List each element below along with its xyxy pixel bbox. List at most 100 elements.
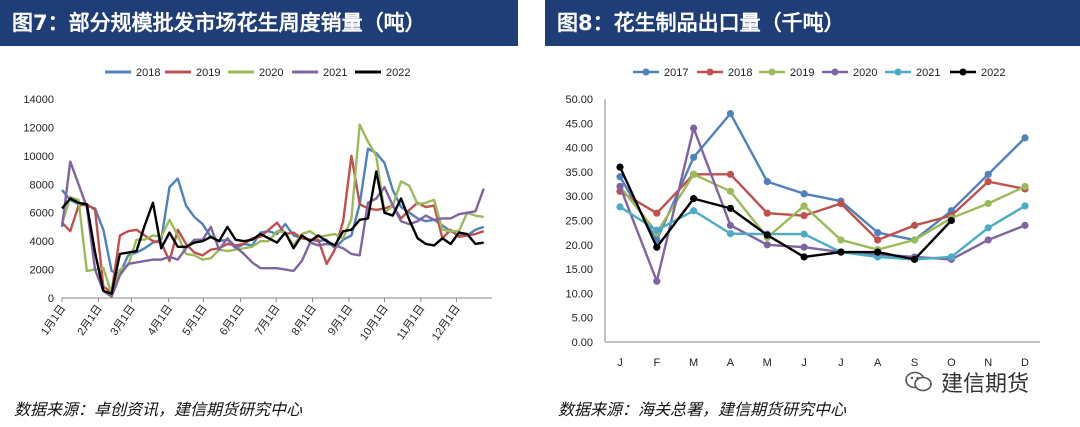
series-point-2021 <box>947 253 955 261</box>
y-tick-label: 20.00 <box>565 240 593 252</box>
series-point-2019 <box>837 236 845 244</box>
series-point-2020 <box>616 182 624 191</box>
series-point-2017 <box>616 173 624 181</box>
x-tick-label: J <box>838 357 844 369</box>
series-line-2020 <box>618 126 1026 283</box>
x-tick-label: D <box>1021 357 1029 369</box>
legend-label-2018: 2018 <box>728 67 752 79</box>
y-tick-label: 8000 <box>30 179 54 191</box>
legend-marker-2020 <box>831 68 839 76</box>
series-point-2022 <box>690 195 698 203</box>
legend-label-2022: 2022 <box>981 67 1005 79</box>
weekly-sales-chart: 2018 2019 2020 2021 2022 0 2000 4000 6000 8000 100… <box>23 67 492 343</box>
series-point-2022 <box>726 204 735 212</box>
series-line-2021 <box>619 204 1026 261</box>
legend-label-2022: 2022 <box>386 67 410 79</box>
right-chart-title: 图8：花生制品出口量（千吨） <box>545 0 1080 46</box>
y-tick-label: 15.00 <box>565 264 593 276</box>
x-tick-label: 3月1日 <box>108 303 137 338</box>
x-tick-label: 8月1日 <box>290 303 319 338</box>
legend-label-2021: 2021 <box>916 67 940 79</box>
series-point-2017 <box>690 153 698 161</box>
legend-marker-2021 <box>894 68 902 76</box>
series-point-2017 <box>984 170 992 178</box>
series-line-2022 <box>61 170 484 295</box>
y-tick-label: 25.00 <box>565 216 593 228</box>
x-tick-label: 4月1日 <box>146 303 175 338</box>
legend-label-2019: 2019 <box>790 67 814 79</box>
series-line-2019 <box>61 154 485 294</box>
legend-label-2021: 2021 <box>323 67 347 79</box>
x-tick-label: J <box>801 357 807 369</box>
series-point-2020 <box>653 277 661 285</box>
series-point-2019 <box>984 199 992 208</box>
x-tick-label: J <box>617 357 623 369</box>
y-tick-label: 45.00 <box>565 118 593 130</box>
series-point-2018 <box>726 170 735 178</box>
series-line-2017 <box>618 112 1026 242</box>
series-point-2020 <box>690 124 698 132</box>
y-tick-label: 14000 <box>23 94 54 106</box>
series-point-2021 <box>653 226 661 234</box>
series-line-2022 <box>618 166 953 261</box>
x-tick-label: 11月1日 <box>395 303 428 342</box>
series-point-2021 <box>800 230 808 238</box>
series-line-2018 <box>619 173 1026 242</box>
x-tick-label: 6月1日 <box>218 303 247 338</box>
x-tick-label: A <box>874 357 882 369</box>
series-point-2018 <box>763 209 771 217</box>
x-tick-label: 10月1日 <box>358 303 391 343</box>
series-point-2021 <box>984 224 992 232</box>
series-point-2022 <box>616 163 624 171</box>
series-point-2022 <box>653 243 661 251</box>
series-point-2018 <box>800 212 808 220</box>
x-tick-label: 12月1日 <box>430 303 463 343</box>
x-tick-label: 9月1日 <box>326 303 355 338</box>
series-point-2022 <box>947 216 955 225</box>
y-tick-label: 30.00 <box>565 191 593 203</box>
series-point-2020 <box>726 221 735 229</box>
legend-label-2020: 2020 <box>259 67 283 79</box>
x-tick-label: S <box>911 357 918 369</box>
series-point-2022 <box>837 248 845 256</box>
legend-label-2018: 2018 <box>136 67 160 79</box>
y-tick-label: 40.00 <box>565 143 593 155</box>
series-point-2019 <box>690 170 698 178</box>
series-point-2021 <box>1021 202 1029 210</box>
series-point-2019 <box>800 202 808 210</box>
watermark-text: 建信期货 <box>941 372 1030 397</box>
series-point-2018 <box>653 209 661 217</box>
legend-label-2020: 2020 <box>853 67 877 79</box>
legend-marker-2022 <box>959 68 967 76</box>
y-tick-label: 10.00 <box>565 288 593 300</box>
wechat-icon <box>905 371 932 392</box>
series-line-2021 <box>60 160 485 298</box>
series-point-2020 <box>984 236 992 244</box>
series-point-2017 <box>726 109 735 118</box>
x-tick-label: M <box>763 357 772 369</box>
y-tick-label: 5.00 <box>572 313 593 325</box>
watermark-logo: 建信期货 <box>905 366 1029 398</box>
series-line-2019 <box>619 173 1026 251</box>
series-point-2020 <box>1021 221 1029 229</box>
series-point-2019 <box>910 236 919 244</box>
legend-label-2019: 2019 <box>196 67 220 79</box>
series-point-2022 <box>763 231 771 239</box>
x-tick-label: 2月1日 <box>75 303 104 338</box>
series-point-2020 <box>763 241 771 249</box>
x-tick-label: 1月1日 <box>39 303 68 338</box>
series-point-2022 <box>910 255 919 263</box>
x-tick-label: F <box>653 357 660 369</box>
y-tick-label: 50.00 <box>565 94 593 106</box>
y-tick-label: 12000 <box>23 122 54 134</box>
series-point-2021 <box>616 203 624 211</box>
y-tick-label: 10000 <box>23 151 54 163</box>
legend-marker-2019 <box>768 68 776 76</box>
y-tick-label: 0.00 <box>572 337 593 349</box>
y-tick-label: 0 <box>48 293 54 305</box>
series-point-2017 <box>1021 134 1029 142</box>
y-tick-label: 4000 <box>30 236 54 248</box>
series-point-2017 <box>763 178 771 186</box>
y-tick-label: 35.00 <box>565 167 593 179</box>
y-tick-label: 2000 <box>30 265 54 277</box>
